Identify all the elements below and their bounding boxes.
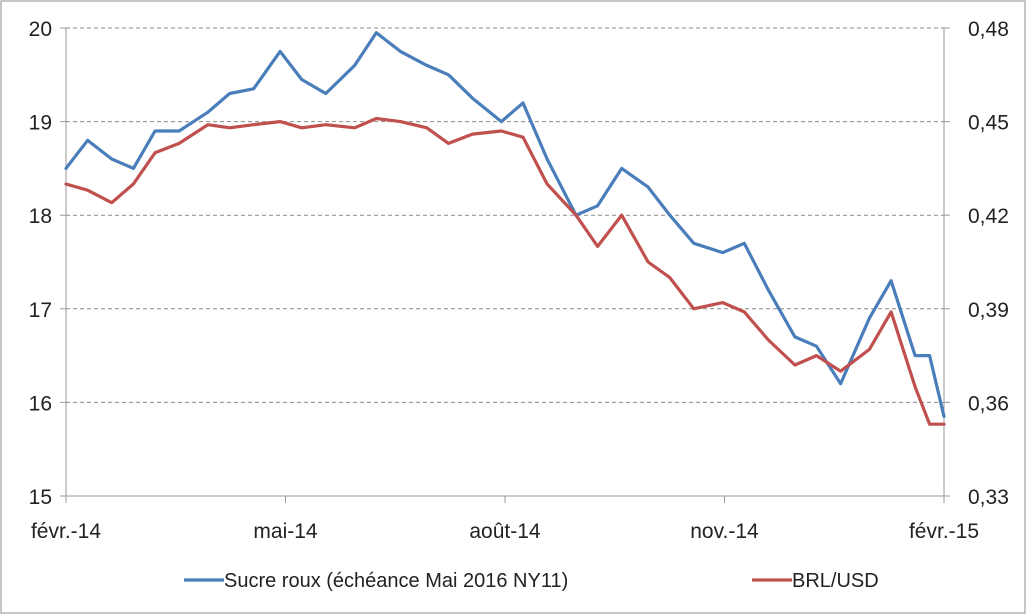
series-lines	[64, 31, 946, 426]
y-left-tick-label: 20	[29, 18, 52, 41]
series-line-sucre-roux	[64, 31, 946, 418]
x-tick-label: mai-14	[253, 520, 318, 543]
x-tick-label: août-14	[469, 520, 541, 543]
y-right-tick-label: 0,36	[968, 392, 1009, 415]
y-left-tick-label: 17	[29, 299, 52, 322]
x-tick-label: nov.-14	[690, 520, 759, 543]
legend-label: Sucre roux (échéance Mai 2016 NY11)	[224, 570, 568, 592]
series-line-brl-usd	[64, 116, 946, 426]
axes: 15 16 17 18 19 20 0,33 0,36 0,39 0,42 0,45 0,48 févr…	[29, 18, 1009, 543]
y-right-tick-label: 0,39	[968, 299, 1009, 322]
x-tick-label: févr.-14	[31, 520, 101, 543]
legend-label: BRL/USD	[792, 570, 879, 592]
x-tick-label: févr.-15	[909, 520, 979, 543]
legend: Sucre roux (échéance Mai 2016 NY11) BRL/U…	[184, 570, 879, 592]
gridlines	[66, 27, 944, 403]
y-left-tick-label: 18	[29, 205, 52, 228]
y-left-tick-label: 15	[29, 486, 52, 509]
y-right-tick-label: 0,48	[968, 18, 1009, 41]
y-right-tick-label: 0,33	[968, 486, 1009, 509]
y-left-tick-label: 19	[29, 112, 52, 135]
y-left-tick-label: 16	[29, 392, 52, 415]
y-right-tick-label: 0,42	[968, 205, 1009, 228]
y-right-tick-label: 0,45	[968, 112, 1009, 135]
